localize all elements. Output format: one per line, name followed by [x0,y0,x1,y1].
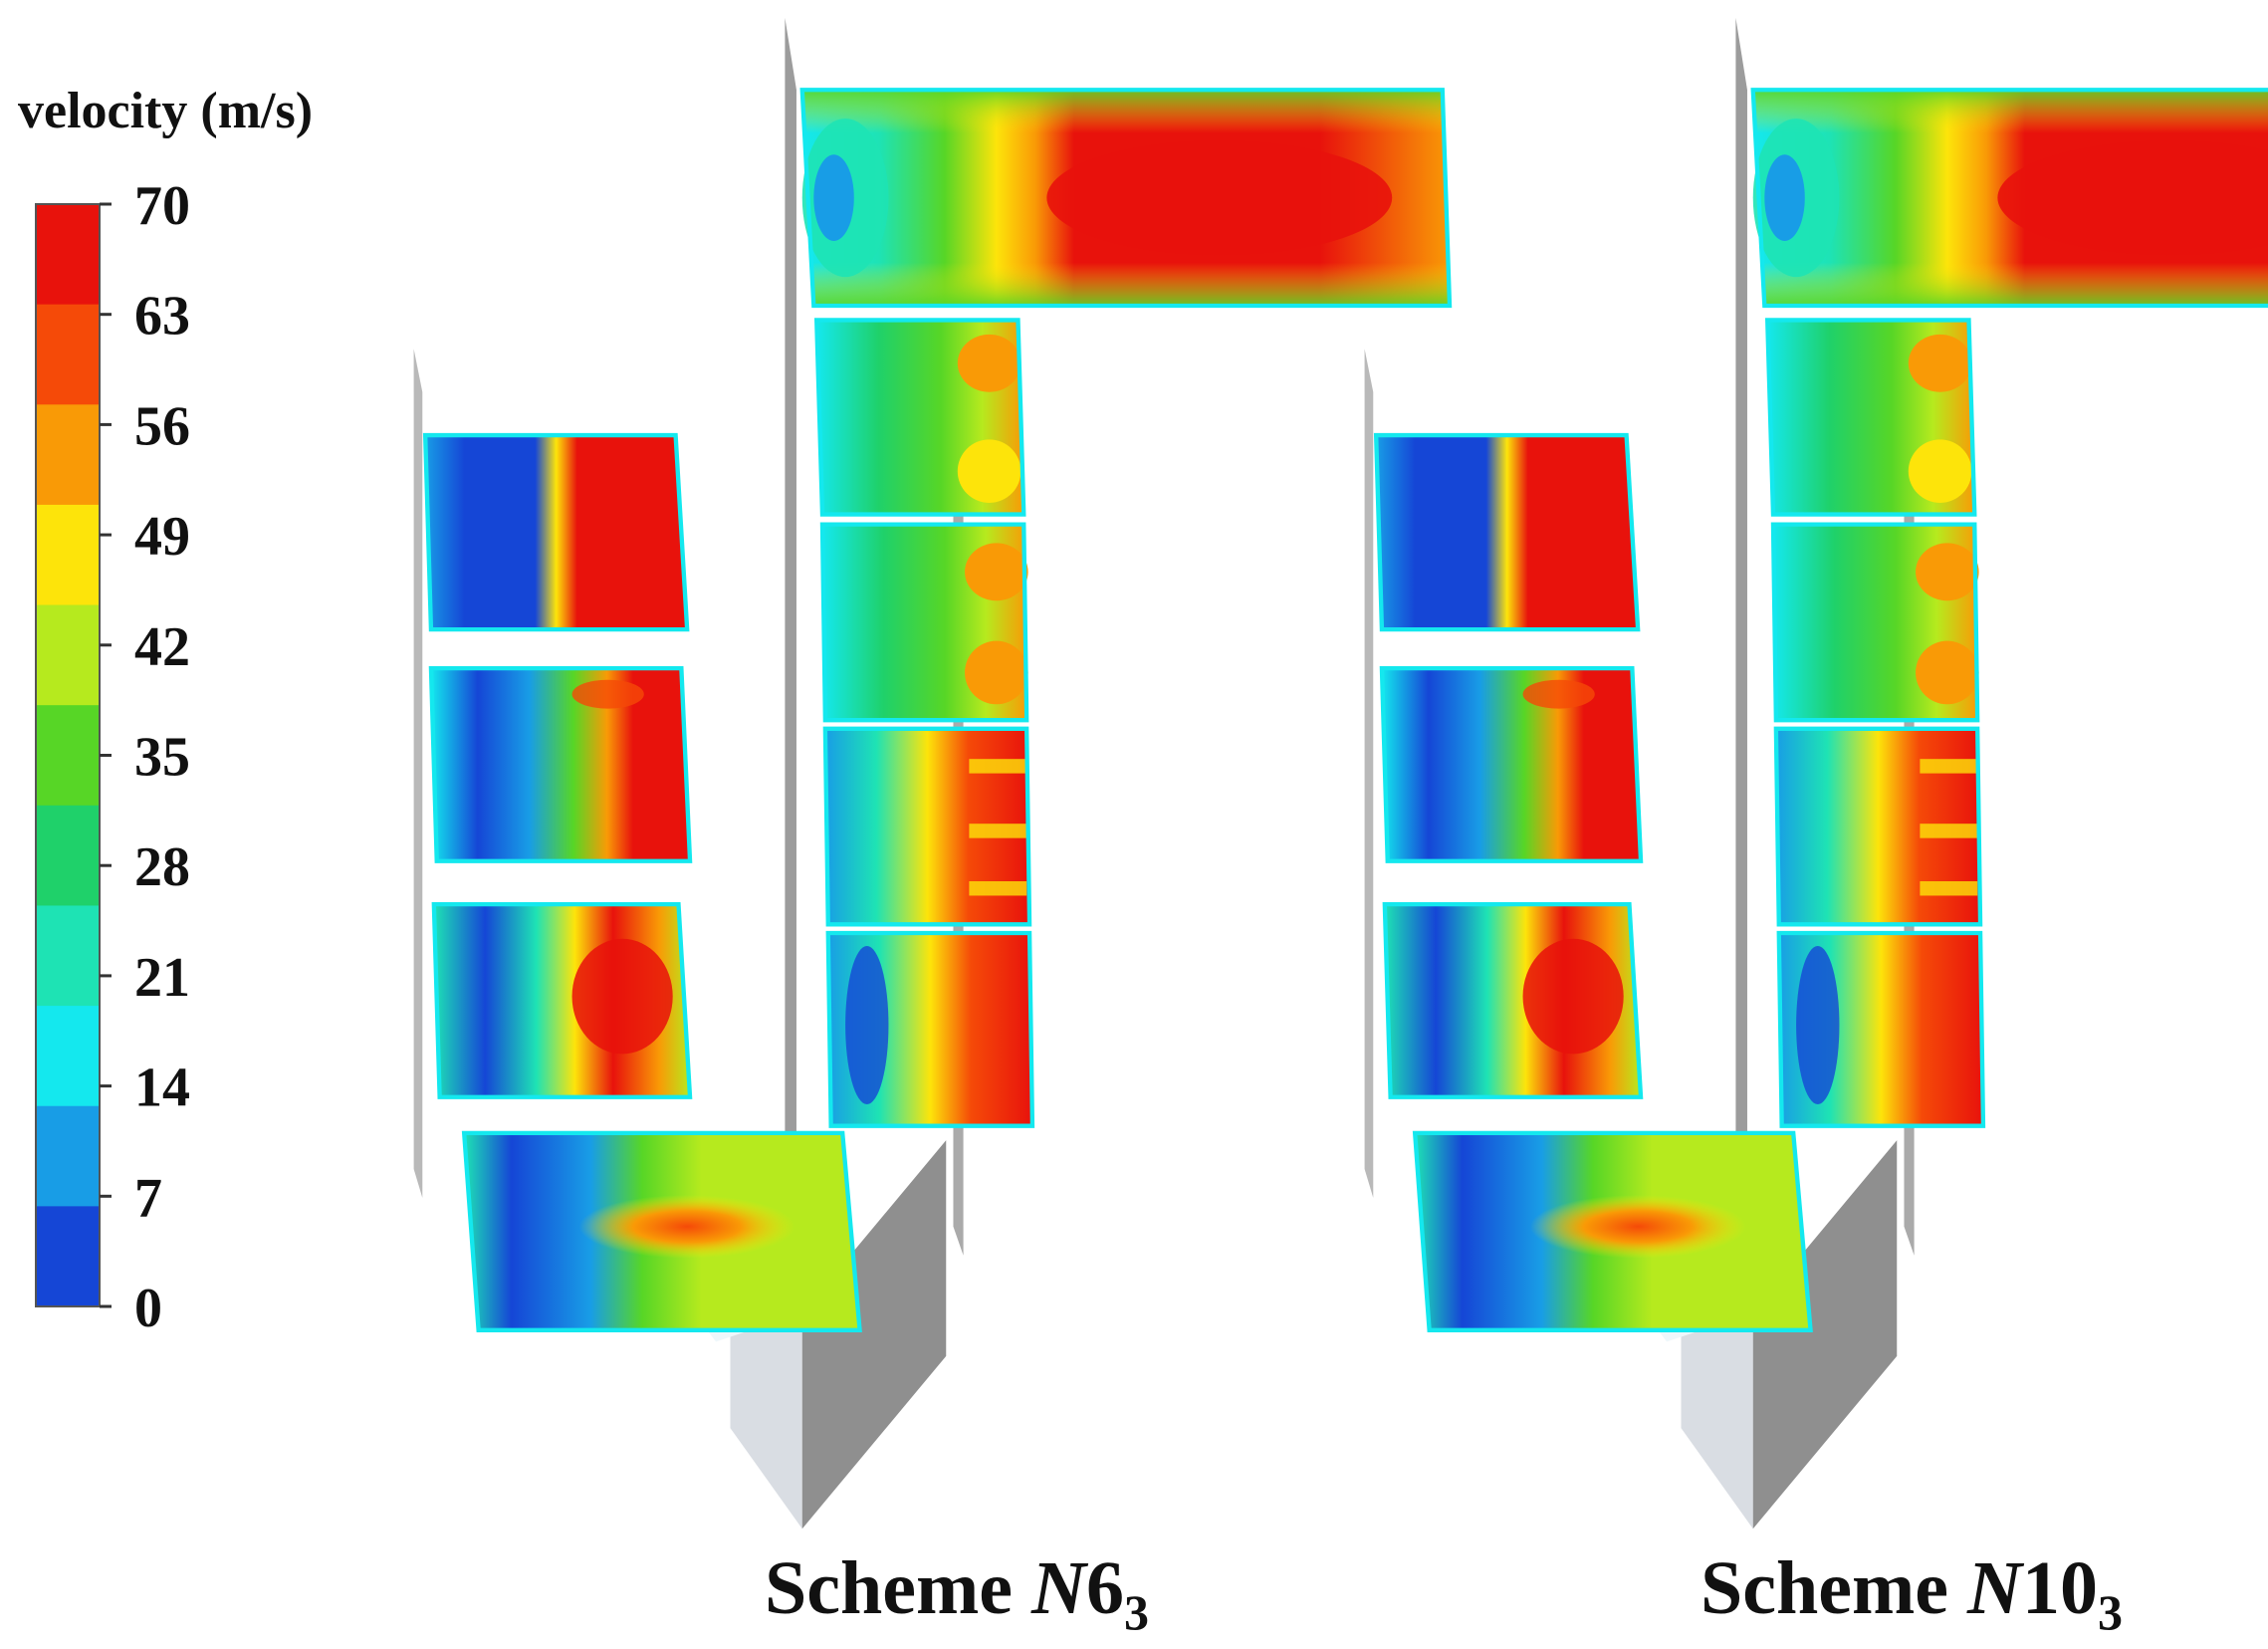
legend-swatch [36,204,100,306]
legend-swatch [36,404,100,506]
legend-tick-label: 63 [134,286,190,348]
scheme-label-2: Scheme N103 [1701,1546,2123,1640]
legend-swatch [36,805,100,906]
legend-tick-label: 7 [134,1167,162,1229]
legend-tick-label: 28 [134,836,190,898]
scheme-unit-1 [414,18,1450,1529]
legend-colorbar [35,203,101,1307]
legend-swatch [36,604,100,706]
legend-swatch [36,1206,100,1307]
scheme-label-1: Scheme N63 [765,1546,1149,1640]
legend-tick-label: 70 [134,175,190,237]
legend-tick-label: 35 [134,727,190,789]
legend-tick-label: 14 [134,1058,190,1119]
legend-tick-label: 42 [134,616,190,678]
legend-swatch [36,1105,100,1207]
legend-swatch [36,304,100,405]
legend-swatch [36,1006,100,1107]
legend-swatch [36,905,100,1007]
legend-swatch [36,504,100,606]
legend-swatch [36,705,100,807]
legend-tick-label: 49 [134,506,190,568]
legend-title: velocity (m/s) [18,83,313,139]
legend-tick-label: 0 [134,1278,162,1339]
scheme-unit-2 [1365,18,2268,1529]
legend-tick-label: 56 [134,395,190,457]
legend-tick-label: 21 [134,947,190,1009]
